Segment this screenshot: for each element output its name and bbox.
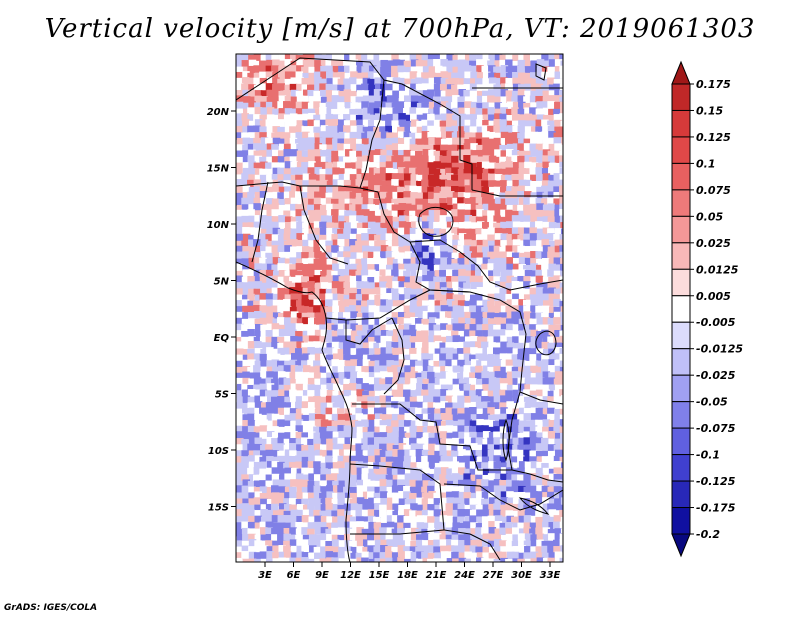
- colorbar-swatch: [671, 480, 691, 509]
- colorbar-swatch: [671, 162, 691, 191]
- lat-label: 15N: [207, 164, 230, 175]
- lon-label: 15E: [369, 570, 390, 581]
- colorbar-arrow-top: [671, 60, 691, 85]
- colorbar-label: -0.1: [696, 449, 720, 462]
- lon-label: 24E: [454, 570, 475, 581]
- colorbar-label: -0.0125: [696, 343, 743, 356]
- country-borders: [236, 57, 563, 562]
- colorbar-swatch: [671, 507, 691, 535]
- colorbar-swatch: [671, 268, 691, 297]
- lon-label: 30E: [511, 570, 532, 581]
- colorbar: 0.175 0.15 0.125 0.1 0.075 0.05 0.025 0.0125 0.0…: [671, 60, 743, 558]
- chart-title: Vertical velocity [m/s] at 700hPa, VT: 2…: [44, 14, 756, 44]
- colorbar-swatch: [671, 295, 691, 323]
- colorbar-label: 0.15: [696, 104, 723, 117]
- colorbar-label: -0.025: [696, 369, 736, 382]
- longitude-axis: 3E 6E 9E 12E 15E 18E 21E 24E 27E 30E 33E: [258, 562, 561, 581]
- latitude-axis: 20N 15N 10N 5N EQ 5S 10S 15S: [207, 107, 236, 514]
- colorbar-swatch: [671, 189, 691, 217]
- lat-label: 5N: [214, 277, 230, 288]
- colorbar-swatch: [671, 427, 691, 456]
- colorbar-label: 0.1: [696, 157, 716, 170]
- velocity-field: [236, 54, 563, 562]
- colorbar-swatch: [671, 242, 691, 270]
- colorbar-label: 0.025: [696, 237, 731, 250]
- lon-label: 18E: [397, 570, 418, 581]
- colorbar-label: -0.125: [696, 475, 736, 488]
- colorbar-label: 0.0125: [696, 263, 739, 276]
- colorbar-label: -0.005: [696, 316, 736, 329]
- colorbar-swatch: [671, 374, 691, 403]
- lon-label: 27E: [483, 570, 504, 581]
- colorbar-label: 0.075: [696, 184, 731, 197]
- colorbar-swatch: [671, 83, 691, 111]
- colorbar-swatch: [671, 109, 691, 138]
- map-frame: [235, 53, 564, 563]
- colorbar-label: 0.125: [696, 131, 731, 144]
- lon-label: 33E: [540, 570, 561, 581]
- colorbar-arrow-bottom: [671, 533, 691, 558]
- lat-label: 5S: [215, 390, 229, 401]
- lon-label: 12E: [340, 570, 361, 581]
- colorbar-label: -0.175: [696, 502, 736, 515]
- grads-credit: GrADS: IGES/COLA: [4, 603, 98, 613]
- colorbar-label: -0.075: [696, 422, 736, 435]
- colorbar-swatch: [671, 136, 691, 164]
- colorbar-swatch: [671, 348, 691, 376]
- colorbar-swatch: [671, 215, 691, 244]
- lat-label: 15S: [208, 503, 229, 514]
- colorbar-label: 0.005: [696, 290, 731, 303]
- colorbar-label: 0.05: [696, 210, 723, 223]
- lat-label: 20N: [207, 107, 230, 118]
- lon-label: 9E: [315, 570, 329, 581]
- colorbar-swatch: [671, 401, 691, 429]
- lat-label: 10S: [208, 446, 229, 457]
- colorbar-swatch: [671, 454, 691, 482]
- lon-label: 6E: [287, 570, 301, 581]
- lon-label: 3E: [258, 570, 272, 581]
- colorbar-label: -0.05: [696, 396, 728, 409]
- lon-label: 21E: [426, 570, 447, 581]
- lat-label: EQ: [214, 333, 230, 344]
- colorbar-label: -0.2: [696, 528, 720, 541]
- colorbar-label: 0.175: [696, 78, 731, 91]
- colorbar-swatch: [671, 321, 691, 350]
- lat-label: 10N: [207, 220, 230, 231]
